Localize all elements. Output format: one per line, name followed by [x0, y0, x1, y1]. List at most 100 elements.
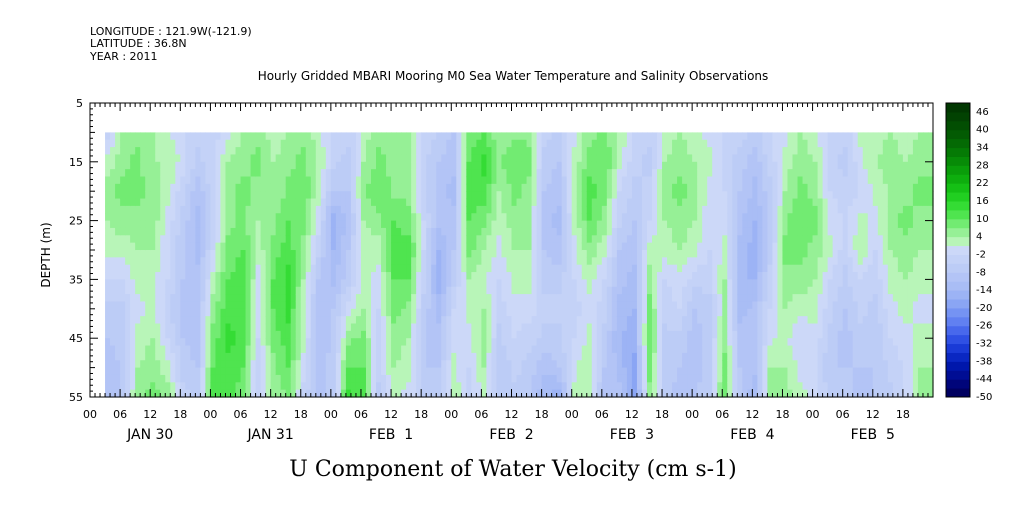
heatmap-cell	[767, 323, 774, 332]
heatmap-cell	[170, 279, 176, 288]
heatmap-cell	[376, 279, 382, 288]
heatmap-cell	[546, 272, 553, 280]
heatmap-cell	[772, 323, 779, 332]
heatmap-cell	[120, 169, 126, 178]
heatmap-cell	[105, 250, 111, 258]
heatmap-cell	[406, 338, 412, 347]
heatmap-cell	[682, 330, 688, 339]
heatmap-cell	[792, 330, 799, 339]
heatmap-cell	[486, 169, 493, 178]
heatmap-cell	[220, 382, 227, 391]
heatmap-cell	[200, 301, 207, 310]
heatmap-cell	[556, 154, 563, 163]
heatmap-cell	[120, 139, 126, 148]
heatmap-cell	[275, 191, 282, 200]
heatmap-cell	[476, 147, 482, 156]
heatmap-cell	[150, 360, 156, 369]
heatmap-cell	[160, 382, 166, 391]
heatmap-cell	[360, 235, 367, 244]
heatmap-cell	[310, 301, 317, 310]
heatmap-cell	[712, 220, 718, 229]
heatmap-cell	[481, 345, 488, 354]
heatmap-cell	[707, 257, 713, 266]
heatmap-cell	[190, 205, 196, 214]
heatmap-cell	[205, 301, 212, 310]
heatmap-cell	[270, 257, 277, 266]
heatmap-cell	[767, 367, 774, 376]
heatmap-cell	[762, 301, 769, 310]
heatmap-cell	[797, 294, 804, 303]
heatmap-cell	[641, 308, 648, 317]
heatmap-cell	[360, 308, 367, 317]
heatmap-cell	[431, 316, 437, 325]
heatmap-cell	[125, 213, 131, 222]
heatmap-cell	[697, 389, 703, 398]
heatmap-cell	[401, 213, 407, 222]
heatmap-cell	[315, 389, 322, 398]
heatmap-cell	[230, 294, 237, 303]
heatmap-cell	[481, 360, 488, 369]
heatmap-cell	[712, 205, 718, 214]
heatmap-cell	[506, 286, 513, 295]
heatmap-cell	[280, 294, 287, 303]
heatmap-cell	[697, 323, 703, 332]
heatmap-cell	[757, 250, 763, 258]
heatmap-cell	[682, 198, 688, 207]
heatmap-cell	[180, 279, 186, 288]
heatmap-cell	[792, 308, 799, 317]
heatmap-cell	[360, 161, 367, 170]
heatmap-cell	[531, 161, 538, 170]
heatmap-cell	[110, 352, 116, 361]
heatmap-cell	[386, 352, 392, 361]
heatmap-cell	[335, 235, 342, 244]
heatmap-cell	[411, 205, 417, 214]
heatmap-cell	[456, 272, 462, 280]
heatmap-cell	[290, 205, 297, 214]
heatmap-cell	[426, 272, 432, 280]
heatmap-cell	[436, 147, 442, 156]
heatmap-cell	[416, 301, 422, 310]
heatmap-cell	[596, 367, 603, 376]
heatmap-cell	[491, 345, 498, 354]
heatmap-cell	[305, 367, 312, 376]
heatmap-cell	[280, 323, 287, 332]
heatmap-cell	[130, 374, 136, 383]
heatmap-cell	[245, 308, 252, 317]
heatmap-cell	[130, 352, 136, 361]
heatmap-cell	[195, 147, 201, 156]
heatmap-cell	[446, 272, 452, 280]
heatmap-cell	[431, 257, 437, 266]
heatmap-cell	[516, 389, 523, 398]
heatmap-cell	[160, 242, 166, 251]
heatmap-cell	[496, 132, 503, 141]
heatmap-cell	[451, 191, 457, 200]
heatmap-cell	[280, 308, 287, 317]
heatmap-cell	[335, 264, 342, 273]
heatmap-cell	[431, 205, 437, 214]
heatmap-cell	[371, 316, 377, 325]
heatmap-cell	[631, 367, 638, 376]
heatmap-cell	[365, 316, 372, 325]
heatmap-cell	[235, 301, 242, 310]
heatmap-cell	[501, 235, 508, 244]
heatmap-cell	[245, 257, 252, 266]
heatmap-cell	[441, 264, 447, 273]
heatmap-cell	[145, 264, 151, 273]
heatmap-cell	[115, 235, 121, 244]
heatmap-cell	[165, 242, 171, 251]
heatmap-cell	[215, 382, 222, 391]
heatmap-cell	[315, 183, 322, 192]
heatmap-cell	[521, 382, 528, 391]
heatmap-cell	[225, 294, 232, 303]
heatmap-cell	[486, 367, 493, 376]
heatmap-cell	[516, 323, 523, 332]
heatmap-cell	[636, 139, 643, 148]
heatmap-cell	[636, 198, 643, 207]
heatmap-cell	[411, 264, 417, 273]
heatmap-cell	[641, 345, 648, 354]
heatmap-cell	[135, 257, 141, 266]
heatmap-cell	[310, 169, 317, 178]
heatmap-cell	[471, 169, 477, 178]
heatmap-cell	[496, 161, 503, 170]
heatmap-cell	[315, 338, 322, 347]
